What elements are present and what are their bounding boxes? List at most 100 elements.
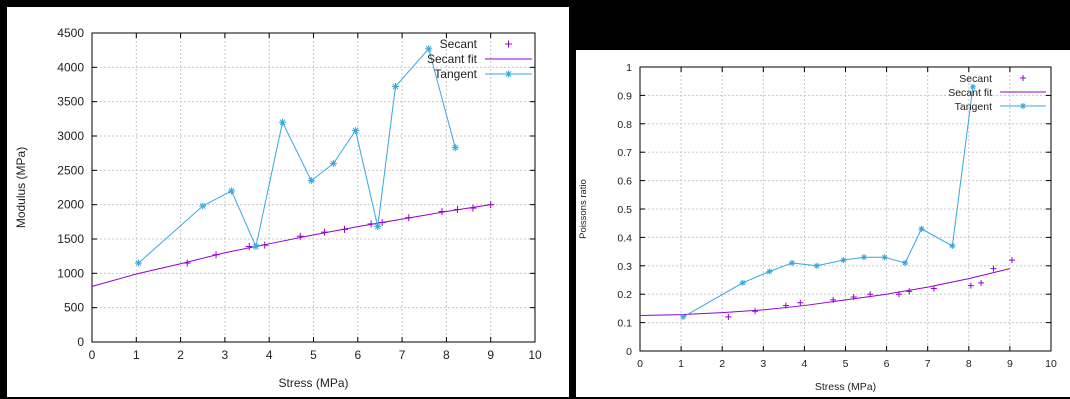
series-secant xyxy=(725,257,1015,320)
y-tick-label: 1500 xyxy=(57,232,84,246)
legend-label: Secant fit xyxy=(427,52,478,66)
x-tick-label: 6 xyxy=(354,348,361,362)
y-tick-label: 0.8 xyxy=(617,119,632,131)
data-point-d2 xyxy=(902,260,908,266)
x-tick-label: 10 xyxy=(528,348,542,362)
x-tick-label: 10 xyxy=(1045,358,1057,370)
data-point xyxy=(881,254,888,261)
y-axis-label: Modulus (MPa) xyxy=(14,147,28,228)
x-axis-label: Stress (MPa) xyxy=(278,376,348,390)
x-tick-label: 7 xyxy=(399,348,406,362)
data-point xyxy=(860,254,867,261)
y-tick-label: 4500 xyxy=(57,26,84,40)
x-tick-label: 3 xyxy=(222,348,229,362)
data-point xyxy=(918,225,925,232)
y-tick-label: 3500 xyxy=(57,95,84,109)
y-tick-label: 0.4 xyxy=(617,232,632,244)
data-point xyxy=(902,259,909,266)
y-tick-label: 0.3 xyxy=(617,261,632,273)
data-point xyxy=(789,259,796,266)
data-point-d2 xyxy=(680,314,686,320)
y-tick-label: 1000 xyxy=(57,266,84,280)
data-point xyxy=(252,243,260,251)
legend-label: Tangent xyxy=(434,67,477,81)
x-tick-label: 2 xyxy=(719,358,725,370)
x-tick-label: 0 xyxy=(637,358,643,370)
legend-label: Secant xyxy=(440,37,478,51)
data-point xyxy=(978,279,985,286)
data-point-d2 xyxy=(740,280,746,286)
y-tick-label: 1 xyxy=(626,62,632,74)
x-tick-label: 8 xyxy=(966,358,972,370)
x-tick-label: 4 xyxy=(266,348,273,362)
data-point-d2 xyxy=(949,243,955,249)
data-point xyxy=(228,187,236,195)
x-tick-label: 9 xyxy=(1007,358,1013,370)
data-point xyxy=(840,257,847,264)
data-point xyxy=(329,159,337,167)
legend-sample-point xyxy=(505,40,512,48)
data-point xyxy=(245,243,253,251)
y-tick-label: 0.2 xyxy=(617,289,632,301)
series-secant-fit xyxy=(91,204,491,287)
modulus-chart: 0 1 2 3 4 5 6 7 8 9 10 0 500 1000 1500 2000 2500 3000 3500… xyxy=(14,26,542,390)
data-point-d2 xyxy=(374,223,381,230)
y-tick-label: 3000 xyxy=(57,129,84,143)
x-tick-label: 1 xyxy=(133,348,140,362)
data-point-d2 xyxy=(199,203,206,209)
axis-ticks: 0 1 2 3 4 5 6 7 8 9 10 0 0.1 0.2 0.3 0.4 0.5 0.6 0.7 0.8 0.9… xyxy=(617,62,1057,370)
data-point xyxy=(278,118,286,126)
x-tick-label: 4 xyxy=(801,358,807,370)
x-tick-label: 2 xyxy=(177,348,184,362)
data-point-d2 xyxy=(452,144,459,151)
data-point-d2 xyxy=(789,260,795,266)
axis-ticks: 0 1 2 3 4 5 6 7 8 9 10 0 500 1000 1500 2000 2500 3000 3500… xyxy=(57,26,542,362)
y-tick-label: 4000 xyxy=(57,60,84,74)
data-point xyxy=(451,144,459,152)
data-point xyxy=(752,308,759,315)
legend-sample-point xyxy=(505,70,512,78)
series-line xyxy=(138,47,456,264)
legend-sample-point xyxy=(1020,75,1026,81)
data-point-d2 xyxy=(919,226,925,232)
x-tick-label: 7 xyxy=(925,358,931,370)
x-tick-label: 5 xyxy=(310,348,317,362)
x-tick-label: 5 xyxy=(843,358,849,370)
data-point xyxy=(813,262,820,269)
series-tangent xyxy=(680,83,976,320)
y-tick-label: 0.9 xyxy=(617,90,632,102)
data-point-d2 xyxy=(330,160,337,167)
x-tick-label: 6 xyxy=(884,358,890,370)
series-tangent xyxy=(135,45,459,267)
data-point xyxy=(425,45,433,53)
data-point-d2 xyxy=(882,254,888,260)
x-tick-label: 9 xyxy=(487,348,494,362)
legend-sample-point-d2 xyxy=(1020,103,1026,109)
data-point xyxy=(296,232,304,240)
data-point xyxy=(374,223,382,231)
y-tick-label: 0.7 xyxy=(617,147,632,159)
y-tick-label: 500 xyxy=(64,301,84,315)
data-point-d2 xyxy=(392,83,399,90)
data-point-d2 xyxy=(970,84,976,90)
x-tick-label: 0 xyxy=(89,348,96,362)
grid xyxy=(640,67,1051,351)
data-point-d2 xyxy=(766,268,772,274)
x-tick-label: 8 xyxy=(443,348,450,362)
data-point xyxy=(967,282,974,289)
data-point xyxy=(391,83,399,91)
data-point xyxy=(135,259,143,267)
series-line xyxy=(639,268,1011,316)
data-point-d2 xyxy=(308,177,315,184)
legend-label: Tangent xyxy=(955,101,992,113)
y-tick-label: 2500 xyxy=(57,163,84,177)
y-axis-label: Poissons ratio xyxy=(578,179,589,239)
legend-label: Secant fit xyxy=(948,87,992,99)
data-point xyxy=(797,299,804,306)
y-tick-label: 2000 xyxy=(57,198,84,212)
data-point-d2 xyxy=(861,254,867,260)
x-tick-label: 1 xyxy=(678,358,684,370)
data-point xyxy=(930,285,937,292)
